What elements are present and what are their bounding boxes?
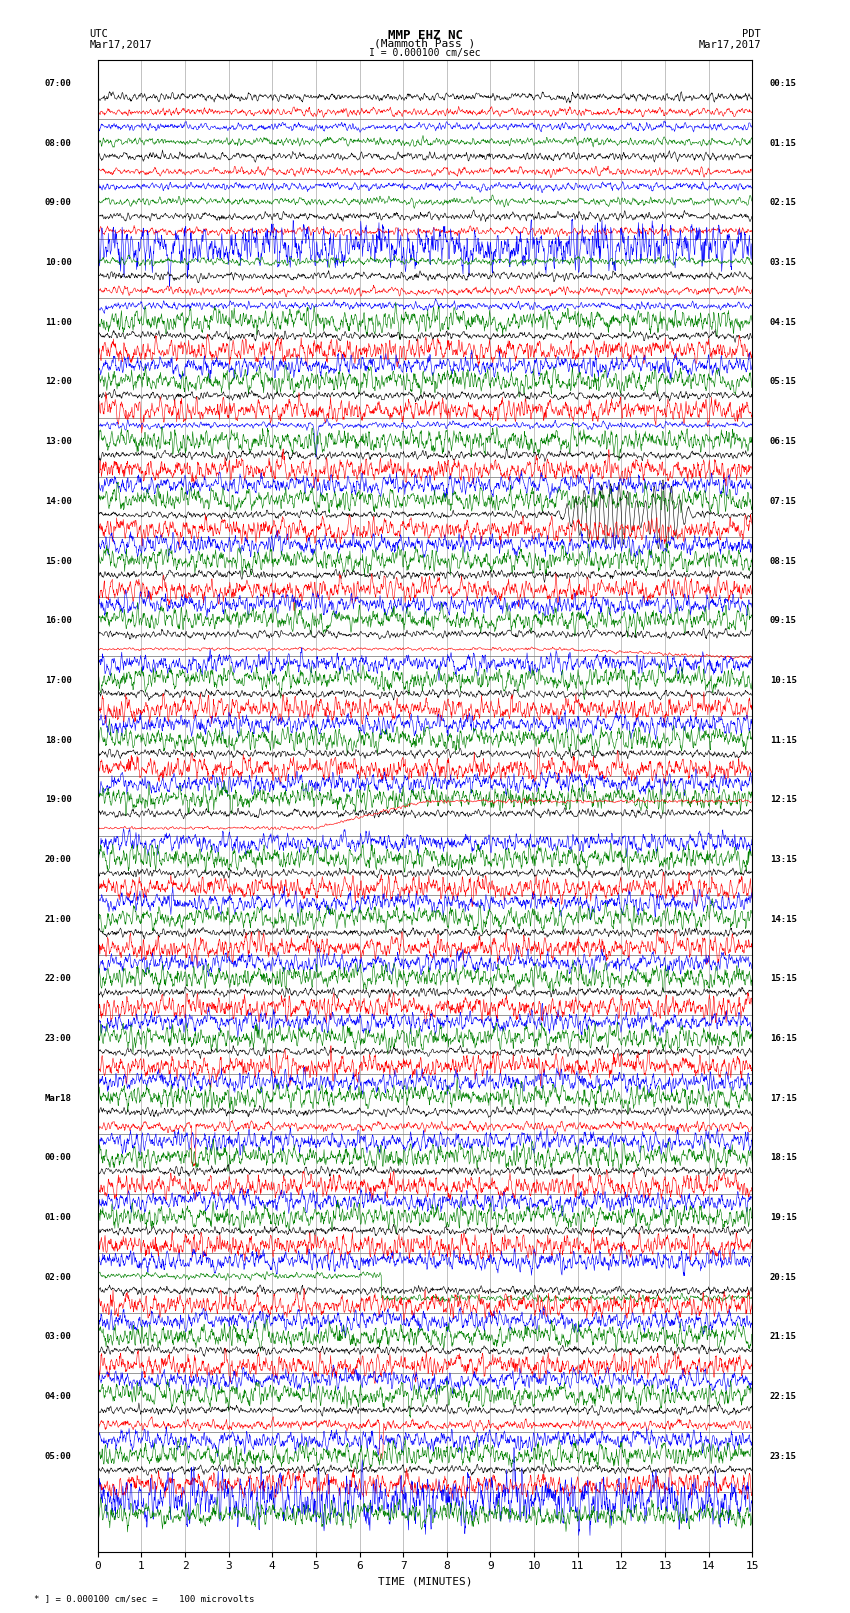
Text: 07:15: 07:15: [770, 497, 796, 506]
Text: 06:15: 06:15: [770, 437, 796, 447]
Text: 05:00: 05:00: [45, 1452, 71, 1461]
Text: 11:15: 11:15: [770, 736, 796, 745]
Text: 11:00: 11:00: [45, 318, 71, 327]
Text: 14:15: 14:15: [770, 915, 796, 924]
Text: 20:00: 20:00: [45, 855, 71, 865]
Text: 12:00: 12:00: [45, 377, 71, 387]
Text: (Mammoth Pass ): (Mammoth Pass ): [374, 39, 476, 48]
Text: MMP EHZ NC: MMP EHZ NC: [388, 29, 462, 42]
Text: 13:15: 13:15: [770, 855, 796, 865]
Text: Mar17,2017: Mar17,2017: [89, 40, 152, 50]
Text: 18:00: 18:00: [45, 736, 71, 745]
Text: 18:15: 18:15: [770, 1153, 796, 1163]
Text: Mar18: Mar18: [45, 1094, 71, 1103]
Text: 22:00: 22:00: [45, 974, 71, 984]
Text: 16:00: 16:00: [45, 616, 71, 626]
Text: 19:15: 19:15: [770, 1213, 796, 1223]
Text: 00:00: 00:00: [45, 1153, 71, 1163]
Text: 07:00: 07:00: [45, 79, 71, 89]
Text: 08:00: 08:00: [45, 139, 71, 148]
Text: 13:00: 13:00: [45, 437, 71, 447]
Text: 14:00: 14:00: [45, 497, 71, 506]
Text: Mar17,2017: Mar17,2017: [698, 40, 761, 50]
Text: 10:00: 10:00: [45, 258, 71, 268]
Text: 02:15: 02:15: [770, 198, 796, 208]
Text: 10:15: 10:15: [770, 676, 796, 686]
Text: 01:00: 01:00: [45, 1213, 71, 1223]
Text: 17:15: 17:15: [770, 1094, 796, 1103]
Text: 23:00: 23:00: [45, 1034, 71, 1044]
Text: PDT: PDT: [742, 29, 761, 39]
Text: 05:15: 05:15: [770, 377, 796, 387]
Text: 04:15: 04:15: [770, 318, 796, 327]
Text: 09:15: 09:15: [770, 616, 796, 626]
Text: I = 0.000100 cm/sec: I = 0.000100 cm/sec: [369, 48, 481, 58]
Text: 04:00: 04:00: [45, 1392, 71, 1402]
Text: 17:00: 17:00: [45, 676, 71, 686]
Text: 21:00: 21:00: [45, 915, 71, 924]
X-axis label: TIME (MINUTES): TIME (MINUTES): [377, 1578, 473, 1587]
Text: 19:00: 19:00: [45, 795, 71, 805]
Text: 03:15: 03:15: [770, 258, 796, 268]
Text: 22:15: 22:15: [770, 1392, 796, 1402]
Text: 12:15: 12:15: [770, 795, 796, 805]
Text: UTC: UTC: [89, 29, 108, 39]
Text: 01:15: 01:15: [770, 139, 796, 148]
Text: 08:15: 08:15: [770, 556, 796, 566]
Text: 03:00: 03:00: [45, 1332, 71, 1342]
Text: 21:15: 21:15: [770, 1332, 796, 1342]
Text: 15:00: 15:00: [45, 556, 71, 566]
Text: 09:00: 09:00: [45, 198, 71, 208]
Text: 20:15: 20:15: [770, 1273, 796, 1282]
Text: 15:15: 15:15: [770, 974, 796, 984]
Text: 16:15: 16:15: [770, 1034, 796, 1044]
Text: 23:15: 23:15: [770, 1452, 796, 1461]
Text: 02:00: 02:00: [45, 1273, 71, 1282]
Text: * ] = 0.000100 cm/sec =    100 microvolts: * ] = 0.000100 cm/sec = 100 microvolts: [34, 1594, 254, 1603]
Text: 00:15: 00:15: [770, 79, 796, 89]
